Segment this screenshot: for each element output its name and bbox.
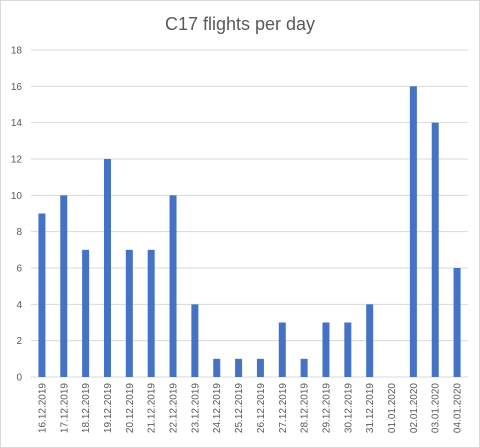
- bar: [82, 249, 90, 377]
- bar: [169, 195, 177, 377]
- x-tick-label: 04.01.2020: [453, 383, 464, 433]
- x-tick-label: 18.12.2019: [81, 383, 92, 433]
- bar: [453, 268, 461, 377]
- x-tick-label: 21.12.2019: [147, 383, 158, 433]
- x-tick-label: 29.12.2019: [321, 383, 332, 433]
- bar: [235, 358, 243, 377]
- bar: [213, 358, 221, 377]
- x-tick-label: 28.12.2019: [300, 383, 311, 433]
- x-tick-label: 26.12.2019: [256, 383, 267, 433]
- y-tick-label: 6: [16, 264, 22, 275]
- bar: [366, 304, 374, 377]
- x-tick-label: 23.12.2019: [190, 383, 201, 433]
- x-tick-label: 20.12.2019: [125, 383, 136, 433]
- x-tick-label: 02.01.2020: [409, 383, 420, 433]
- bar: [431, 122, 439, 378]
- x-tick-label: 19.12.2019: [103, 383, 114, 433]
- bar: [191, 304, 199, 377]
- y-tick-label: 14: [11, 118, 23, 129]
- x-tick-label: 16.12.2019: [37, 383, 48, 433]
- chart-title: C17 flights per day: [165, 14, 315, 34]
- bar: [409, 86, 417, 377]
- bar: [125, 249, 133, 377]
- x-tick-label: 01.01.2020: [387, 383, 398, 433]
- bar: [256, 358, 264, 377]
- x-tick-label: 22.12.2019: [169, 383, 180, 433]
- y-tick-label: 18: [11, 46, 23, 57]
- y-axis-ticks: 0 2 4 6 8 10 12 14 16 18: [11, 46, 23, 384]
- y-tick-label: 2: [16, 336, 22, 347]
- x-axis-ticks: 16.12.2019 17.12.2019 18.12.2019 19.12.2019…: [37, 383, 463, 433]
- x-tick-label: 27.12.2019: [278, 383, 289, 433]
- bar: [103, 159, 111, 377]
- bar: [278, 322, 286, 377]
- bar: [147, 249, 155, 377]
- gridlines: [31, 49, 468, 378]
- y-tick-label: 12: [11, 155, 23, 166]
- bar: [300, 358, 308, 377]
- x-tick-label: 30.12.2019: [343, 383, 354, 433]
- bar: [322, 322, 330, 377]
- bar: [38, 213, 46, 377]
- x-tick-label: 17.12.2019: [59, 383, 70, 433]
- bar: [344, 322, 352, 377]
- y-tick-label: 8: [16, 227, 22, 238]
- x-tick-label: 31.12.2019: [365, 383, 376, 433]
- x-tick-label: 24.12.2019: [212, 383, 223, 433]
- y-tick-label: 4: [16, 300, 22, 311]
- x-tick-label: 25.12.2019: [234, 383, 245, 433]
- x-tick-label: 03.01.2020: [431, 383, 442, 433]
- y-tick-label: 10: [11, 191, 23, 202]
- bar: [60, 195, 68, 377]
- bars: [38, 86, 461, 378]
- y-tick-label: 0: [16, 373, 22, 384]
- y-tick-label: 16: [11, 82, 23, 93]
